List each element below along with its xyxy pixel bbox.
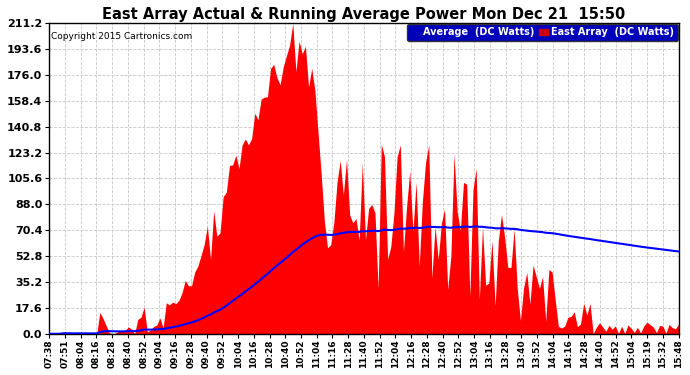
Text: Copyright 2015 Cartronics.com: Copyright 2015 Cartronics.com	[50, 32, 192, 41]
Legend: Average  (DC Watts), East Array  (DC Watts): Average (DC Watts), East Array (DC Watts…	[407, 24, 678, 41]
Title: East Array Actual & Running Average Power Mon Dec 21  15:50: East Array Actual & Running Average Powe…	[102, 7, 626, 22]
